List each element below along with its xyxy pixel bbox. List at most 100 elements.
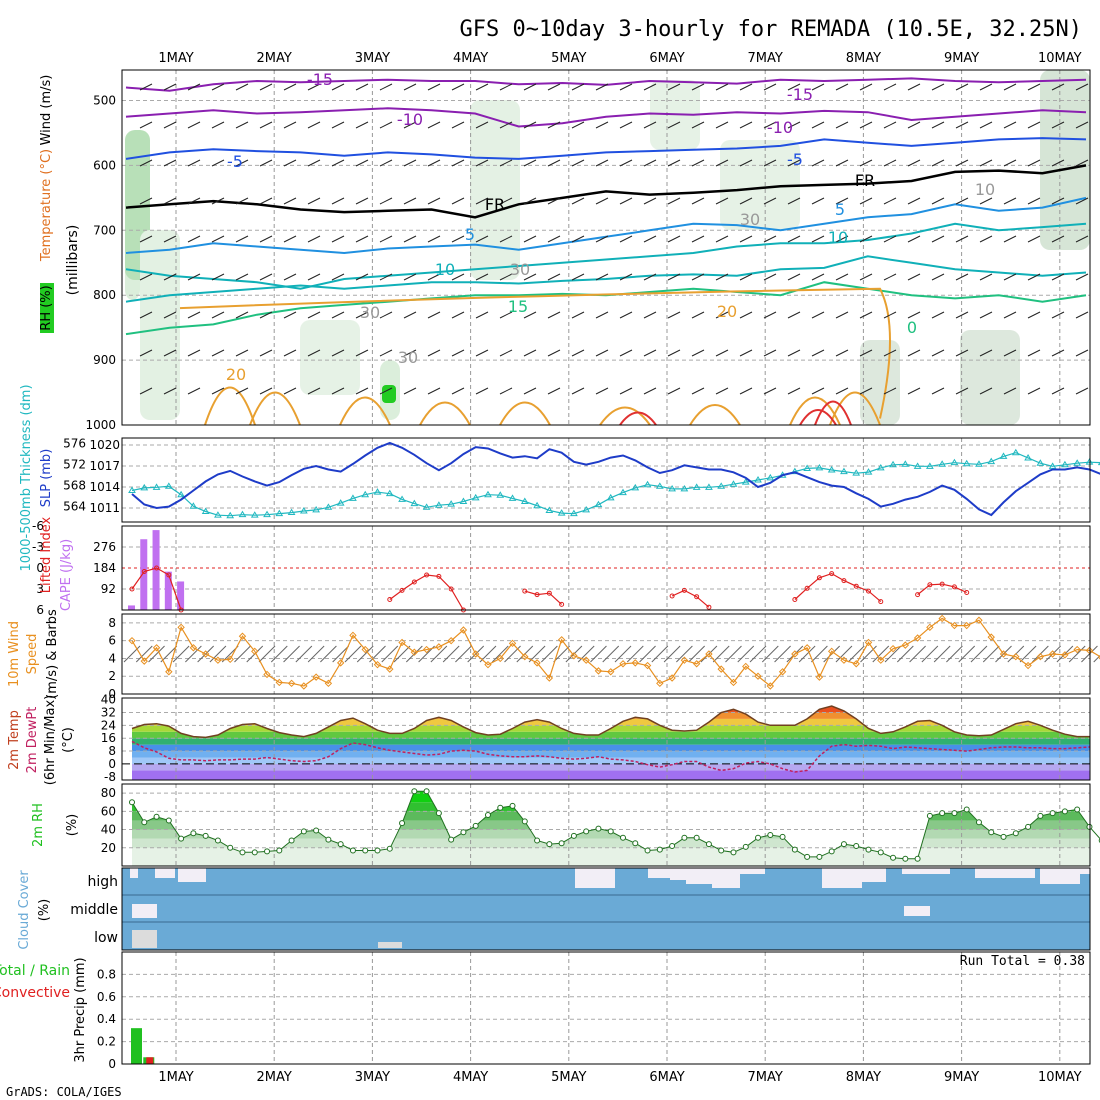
wind-barb [835, 349, 849, 357]
date-label-top: 1MAY [158, 51, 193, 66]
wind-barb [139, 159, 153, 167]
wind-barb [381, 645, 399, 663]
lifted-index-point [927, 582, 933, 588]
wind-barb [1027, 83, 1041, 91]
wind-barb [955, 159, 969, 167]
cape-bar [164, 571, 172, 610]
wind-barb [907, 235, 921, 243]
wind-barb [933, 645, 951, 663]
rh-point [153, 813, 160, 820]
wind-barb [931, 387, 945, 395]
wind-barb [259, 159, 273, 167]
date-label-bottom: 7MAY [748, 1070, 783, 1085]
rh-point [1000, 833, 1007, 840]
wind-barb [499, 387, 513, 395]
wind-barb [955, 83, 969, 91]
wind-barb [691, 387, 705, 395]
thickness-point [189, 502, 198, 509]
wind-speed-point [312, 673, 320, 681]
wind-barb [691, 121, 705, 129]
wind-barb [235, 235, 249, 243]
wind-barb [307, 273, 321, 281]
temp-tick: 24 [101, 718, 116, 732]
contour-label: 10 [975, 180, 995, 199]
wind-speed-point [398, 638, 406, 647]
wind-barb [571, 311, 585, 319]
wind-barb [379, 311, 393, 319]
thickness-point [250, 511, 259, 518]
rh-point [558, 840, 565, 847]
wind-speed-point [594, 667, 603, 675]
rh-point [276, 847, 283, 854]
thickness-point [987, 457, 996, 465]
wind-barb [259, 273, 273, 281]
wind-barb [571, 121, 585, 129]
wind-barb [547, 273, 561, 281]
wind-speed-line [131, 617, 1100, 687]
wind-barb [884, 645, 902, 663]
wind-barb [331, 235, 345, 243]
rh-point [816, 853, 823, 860]
wind-barb [1075, 159, 1089, 167]
thickness-point [312, 505, 321, 513]
wind-barb [667, 83, 681, 91]
rh-point [521, 818, 528, 825]
wind-barb [571, 83, 585, 91]
wind-barb [619, 197, 633, 205]
upper-label-millibars: (millibars) [65, 225, 81, 296]
lifted-index-line [131, 567, 967, 611]
wind-barb [739, 273, 753, 281]
wind-barb [403, 197, 417, 205]
contour-label: 0 [907, 318, 917, 337]
wind-barb [475, 387, 489, 395]
wind-barb [761, 645, 779, 663]
date-label-bottom: 5MAY [551, 1070, 586, 1085]
wind-barb [979, 197, 993, 205]
thickness-point [594, 500, 603, 508]
cloud-label: Cloud Cover [17, 870, 32, 950]
wind-barb [565, 645, 583, 663]
wind-barb [798, 645, 816, 663]
lifted-tick: 0 [36, 561, 44, 575]
run-total: Run Total = 0.38 [960, 954, 1085, 969]
thickness-point [729, 480, 738, 487]
wind-barb [1075, 311, 1089, 319]
wind-barb [763, 311, 777, 319]
wind-speed-point [226, 655, 234, 664]
wind-barb [331, 387, 345, 395]
rh-point [890, 854, 897, 861]
thickness-point [950, 458, 959, 466]
wind-barb [475, 197, 489, 205]
wind-barb [619, 349, 633, 357]
wind-speed-point [754, 672, 762, 680]
thickness-point [422, 503, 431, 510]
wind-barb [235, 197, 249, 205]
wind-barb [979, 83, 993, 91]
rh-point [975, 819, 982, 826]
thickness-point [655, 482, 664, 489]
wind-barb [883, 387, 897, 395]
wind-speed-point [214, 656, 222, 664]
wind-barb [667, 311, 681, 319]
wind-label-10m: 10m Wind [7, 621, 22, 687]
slp-tick: 1017 [89, 459, 120, 473]
wind-barb [739, 159, 753, 167]
wind-speed-point [300, 682, 308, 690]
wind-barb [667, 387, 681, 395]
precip-tick: 0.4 [97, 1012, 116, 1026]
wind-barb [547, 349, 561, 357]
thickness-point [385, 489, 394, 497]
thickness-point [177, 490, 185, 498]
wind-speed-point [717, 665, 725, 673]
wind-barb [283, 349, 297, 357]
precip-conv-label: Convective [0, 985, 70, 1001]
rh-point [767, 832, 774, 839]
wind-barb [691, 311, 705, 319]
cloud-clear-low [132, 930, 157, 948]
wind-barb [185, 645, 202, 663]
wind-barb [715, 311, 729, 319]
lifted-index-point [546, 590, 552, 596]
contour-label: 30 [510, 260, 530, 279]
wind-barb [907, 311, 921, 319]
wind-barb [451, 121, 465, 129]
